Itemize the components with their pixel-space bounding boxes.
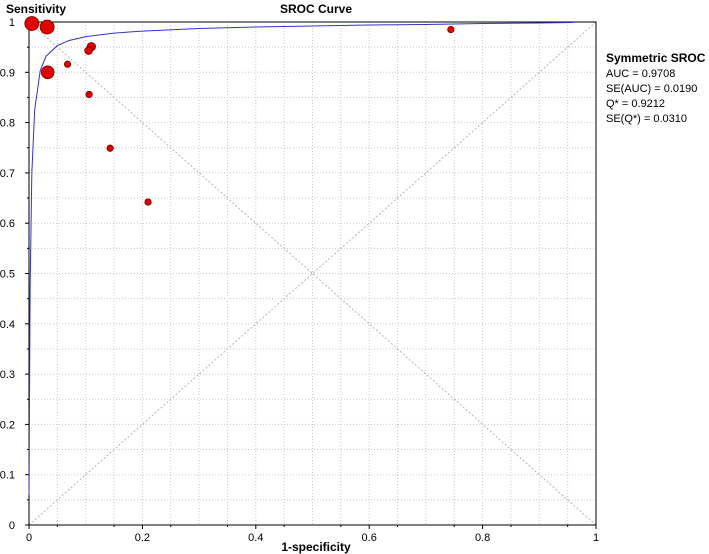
study-point: [447, 25, 455, 34]
y-tick-label: 0: [9, 520, 15, 532]
study-point: [144, 198, 152, 206]
y-tick-label: 0.5: [0, 269, 15, 281]
annotation-q-star: Q* = 0.9212: [606, 98, 665, 110]
annotation-se-q-star: SE(Q*) = 0.0310: [606, 113, 687, 125]
chart-title: SROC Curve: [280, 2, 352, 16]
x-tick-label: 0.2: [135, 532, 150, 544]
study-point: [85, 90, 93, 99]
x-axis-label: 1-specificity: [281, 540, 351, 554]
sroc-stats-box: Symmetric SROC AUC = 0.9708 SE(AUC) = 0.…: [606, 51, 706, 125]
study-point: [84, 46, 93, 55]
y-tick-label: 0.8: [0, 118, 15, 130]
y-tick-label: 0.7: [0, 168, 15, 180]
annotation-auc: AUC = 0.9708: [606, 68, 675, 80]
x-tick-label: 0.4: [248, 532, 263, 544]
axis-ticks: 0 0.2 0.4 0.6 0.8 1 0 0.1 0.2 0.3 0.4 0.5 0.6 0.7 0.8 0…: [0, 17, 599, 544]
x-tick-label: 0: [26, 532, 32, 544]
annotation-se-auc: SE(AUC) = 0.0190: [606, 83, 697, 95]
y-tick-label: 0.4: [0, 319, 15, 331]
y-tick-label: 1: [9, 17, 15, 29]
y-tick-label: 0.1: [0, 470, 15, 482]
y-axis-label: Sensitivity: [6, 2, 66, 16]
study-point: [24, 16, 40, 31]
study-point: [39, 19, 55, 35]
y-tick-label: 0.9: [0, 67, 15, 79]
study-point: [40, 65, 55, 80]
x-tick-label: 1: [593, 532, 599, 544]
study-points: [24, 16, 455, 206]
y-tick-label: 0.6: [0, 218, 15, 230]
y-tick-label: 0.3: [0, 369, 15, 381]
x-tick-label: 0.8: [475, 532, 490, 544]
x-tick-label: 0.6: [362, 532, 377, 544]
y-tick-label: 0.2: [0, 419, 15, 431]
study-point: [63, 60, 72, 68]
sroc-curve: [28, 22, 574, 495]
annotation-title: Symmetric SROC: [606, 51, 706, 65]
study-point: [106, 144, 114, 152]
